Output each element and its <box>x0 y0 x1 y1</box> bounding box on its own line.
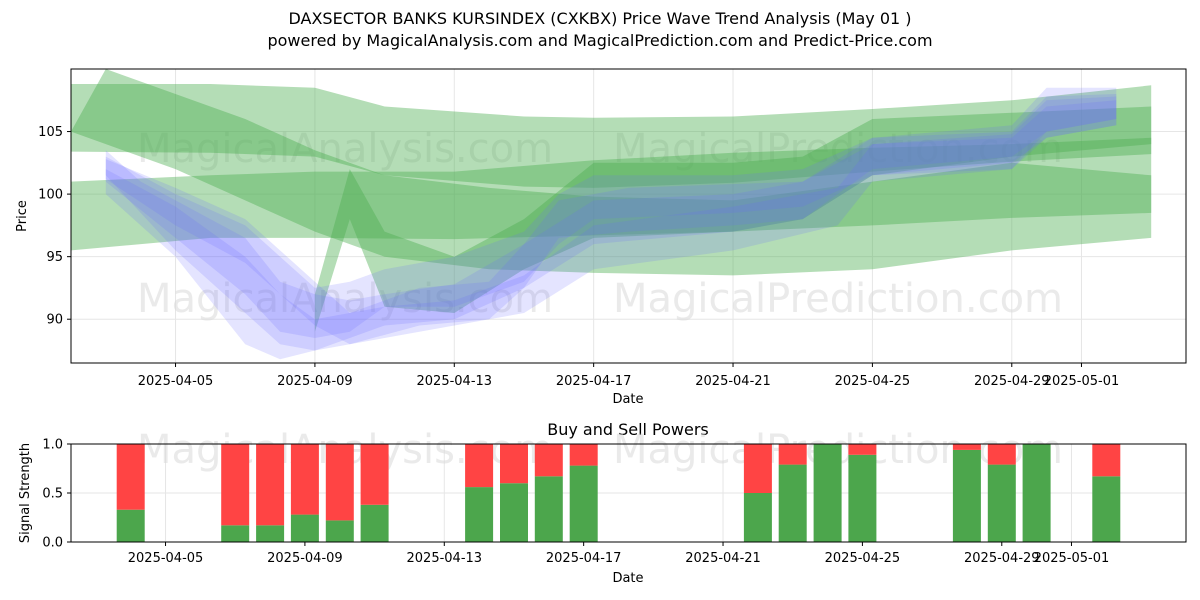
buy-sell-x-label: Date <box>612 571 643 586</box>
buy-sell-x-tick-label: 2025-04-17 <box>546 551 622 566</box>
buy-power-bar <box>848 454 877 542</box>
sell-power-bar <box>256 444 285 526</box>
green-wave-band <box>71 137 1152 251</box>
price-x-tick-label: 2025-04-05 <box>138 374 214 389</box>
sell-power-bar <box>534 444 563 477</box>
price-axes-frame <box>70 68 1187 364</box>
sell-power-bar <box>325 444 354 521</box>
buy-sell-title: Buy and Sell Powers <box>547 420 709 439</box>
sell-power-bar <box>743 444 772 493</box>
buy-sell-y-tick-label: 0.5 <box>42 487 63 502</box>
price-x-tick-label: 2025-04-13 <box>417 374 493 389</box>
buy-sell-y-tick-label: 0.0 <box>42 536 63 551</box>
sell-power-bar <box>465 444 494 488</box>
buy-power-bar <box>1092 476 1121 542</box>
blue-wave-band <box>105 96 1117 345</box>
buy-sell-y-tick-label: 1.0 <box>42 438 63 453</box>
sell-power-bar <box>952 444 981 450</box>
watermark-bottom-left: MagicalAnalysis.com <box>137 276 553 322</box>
buy-sell-x-tick-label: 2025-04-09 <box>267 551 343 566</box>
watermark-bottom-right: MagicalPrediction.com <box>613 276 1063 322</box>
buy-power-bar <box>360 504 389 542</box>
sell-power-bar <box>987 444 1016 465</box>
price-grid <box>71 69 1186 363</box>
buy-power-bar <box>1022 444 1051 542</box>
buy-sell-x-tick-label: 2025-04-25 <box>825 551 901 566</box>
price-watermarks: MagicalAnalysis.com MagicalPrediction.co… <box>137 126 1063 322</box>
buy-power-bar <box>534 476 563 542</box>
buy-sell-x-tick-label: 2025-04-21 <box>685 551 761 566</box>
price-x-tick-label: 2025-04-29 <box>974 374 1050 389</box>
price-wave-panel: MagicalAnalysis.com MagicalPrediction.co… <box>15 68 1187 407</box>
sell-power-bar <box>221 444 250 526</box>
price-x-label: Date <box>612 392 643 407</box>
wave-bands <box>71 69 1152 360</box>
buy-power-bar <box>569 465 598 542</box>
sell-power-bar <box>360 444 389 505</box>
buy-sell-x-tick-label: 2025-04-29 <box>964 551 1040 566</box>
buy-power-bar <box>290 514 319 542</box>
sell-power-bar <box>116 444 145 510</box>
sell-power-bar <box>500 444 528 484</box>
price-x-tick-label: 2025-04-17 <box>556 374 632 389</box>
chart-subtitle: powered by MagicalAnalysis.com and Magic… <box>267 31 933 50</box>
buy-sell-x-tick-label: 2025-04-13 <box>407 551 483 566</box>
watermark-top-right: MagicalPrediction.com <box>613 126 1063 172</box>
buy-sell-x-tick-label: 2025-04-05 <box>128 551 204 566</box>
price-y-label: Price <box>15 200 30 232</box>
green-wave-band <box>71 69 1152 276</box>
buy-sell-panel: Buy and Sell Powers MagicalAnalysis.com … <box>18 420 1187 586</box>
buy-power-bar <box>325 520 354 542</box>
buy-sell-x-ticks: 2025-04-05 2025-04-09 2025-04-13 2025-04-17… <box>128 542 1110 566</box>
buy-sell-y-label: Signal Strength <box>18 443 33 543</box>
buy-power-bar <box>465 487 494 542</box>
buy-power-bar <box>221 525 250 542</box>
green-wave-band <box>314 106 1152 332</box>
sell-power-bar <box>290 444 319 515</box>
blue-wave-band <box>105 87 1117 338</box>
sell-power-bar <box>1092 444 1121 477</box>
price-y-tick-label: 95 <box>46 250 63 265</box>
buy-power-bar <box>813 444 842 542</box>
watermark-top-left: MagicalAnalysis.com <box>137 126 553 172</box>
buy-sell-bars <box>116 444 1121 542</box>
green-wave-band <box>71 84 1152 188</box>
buy-power-bar <box>952 449 981 542</box>
buy-sell-x-tick-label: 2025-05-01 <box>1034 551 1110 566</box>
price-x-tick-label: 2025-04-09 <box>277 374 353 389</box>
price-x-tick-label: 2025-04-25 <box>835 374 911 389</box>
buy-power-bar <box>778 464 807 542</box>
chart-title: DAXSECTOR BANKS KURSINDEX (CXKBX) Price … <box>288 9 912 28</box>
sell-power-bar <box>569 444 598 466</box>
buy-power-bar <box>743 493 772 542</box>
blue-wave-band <box>105 100 1117 360</box>
buy-sell-y-ticks: 0.0 0.5 1.0 <box>42 438 71 551</box>
price-y-tick-label: 90 <box>46 313 63 328</box>
sell-power-bar <box>778 444 807 465</box>
buy-power-bar <box>987 464 1016 542</box>
price-y-tick-label: 105 <box>38 125 63 140</box>
buy-power-bar <box>500 483 528 542</box>
blue-wave-band <box>105 94 1117 351</box>
price-x-tick-label: 2025-04-21 <box>695 374 771 389</box>
price-x-tick-label: 2025-05-01 <box>1044 374 1120 389</box>
price-x-ticks: 2025-04-05 2025-04-09 2025-04-13 2025-04-17… <box>138 363 1120 389</box>
buy-power-bar <box>256 525 285 542</box>
buy-power-bar <box>116 509 145 542</box>
price-y-tick-label: 100 <box>38 188 63 203</box>
price-y-ticks: 90 95 100 105 <box>38 125 71 328</box>
sell-power-bar <box>848 444 877 455</box>
